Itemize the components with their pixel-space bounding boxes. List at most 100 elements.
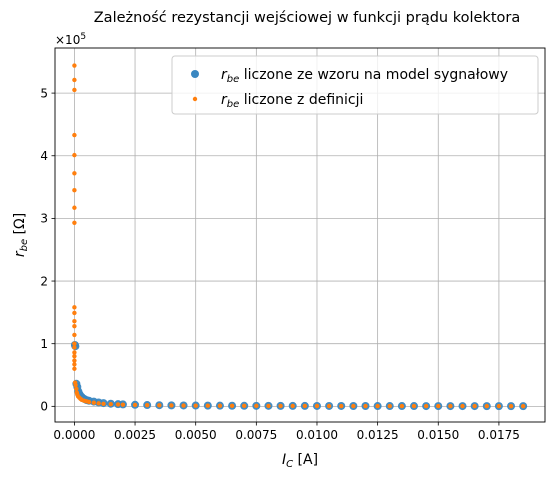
data-point-definition bbox=[375, 403, 380, 409]
data-point-definition bbox=[169, 403, 174, 408]
x-axis-ticks: 0.0000 0.0025 0.0050 0.0075 0.0100 0.0125 0.01… bbox=[53, 422, 520, 442]
data-point-definition bbox=[72, 332, 77, 338]
data-point-definition bbox=[72, 305, 77, 310]
legend: rbe liczone ze wzoru na model sygnałowy … bbox=[171, 55, 539, 115]
data-point-definition bbox=[326, 403, 332, 409]
data-point-definition bbox=[278, 403, 283, 409]
data-point-definition bbox=[132, 402, 138, 408]
legend-label-definition-sub: be bbox=[227, 99, 240, 110]
x-tick-label: 0.0000 bbox=[53, 428, 95, 442]
legend-label-formula-text: liczone ze wzoru na model sygnałowy bbox=[239, 67, 508, 83]
data-point-definition bbox=[411, 403, 417, 409]
chart-title: Zależność rezystancji wejściowej w funkc… bbox=[94, 10, 520, 26]
y-axis-label-var: r bbox=[12, 250, 28, 257]
data-point-definition bbox=[120, 402, 126, 407]
data-point-definition bbox=[86, 399, 92, 405]
data-point-definition bbox=[72, 362, 77, 367]
data-point-definition bbox=[314, 403, 320, 409]
data-point-definition bbox=[72, 152, 77, 158]
y-offset-exponent: 5 bbox=[80, 32, 86, 42]
data-point-definition bbox=[72, 341, 77, 346]
data-point-definition bbox=[290, 403, 295, 409]
x-tick-label: 0.0025 bbox=[114, 428, 156, 442]
y-tick-label: 5 bbox=[40, 86, 48, 100]
legend-label-definition-var: r bbox=[221, 92, 228, 108]
series-group bbox=[70, 63, 528, 411]
data-point-definition bbox=[73, 382, 78, 388]
legend-marker-formula bbox=[191, 70, 199, 78]
data-point-definition bbox=[72, 132, 77, 138]
data-point-definition bbox=[205, 403, 211, 408]
data-point-definition bbox=[254, 403, 259, 409]
data-point-definition bbox=[72, 87, 77, 93]
y-tick-label: 2 bbox=[40, 274, 48, 288]
data-point-definition bbox=[72, 366, 77, 371]
x-axis-label-var: I bbox=[282, 452, 286, 468]
x-axis-label-unit: [A] bbox=[293, 452, 318, 468]
data-point-definition bbox=[72, 318, 77, 324]
data-point-definition bbox=[72, 350, 77, 355]
y-offset-base: ×10 bbox=[55, 33, 80, 47]
y-tick-label: 0 bbox=[40, 400, 48, 414]
y-axis-label: rbe [Ω] bbox=[12, 213, 30, 257]
y-axis-ticks: 0 1 2 3 4 5 bbox=[40, 86, 55, 414]
data-point-definition bbox=[108, 401, 113, 407]
data-point-definition bbox=[436, 403, 441, 409]
data-point-definition bbox=[101, 401, 106, 406]
data-point-definition bbox=[96, 401, 101, 406]
x-tick-label: 0.0150 bbox=[417, 428, 459, 442]
data-point-definition bbox=[181, 403, 186, 408]
legend-marker-definition bbox=[192, 96, 198, 102]
data-point-definition bbox=[72, 77, 77, 83]
data-point-definition bbox=[72, 358, 77, 363]
data-point-definition bbox=[363, 403, 368, 409]
data-point-definition bbox=[508, 403, 514, 409]
y-axis-label-sub: be bbox=[19, 239, 30, 252]
data-point-definition bbox=[91, 400, 97, 405]
y-tick-label: 3 bbox=[40, 212, 48, 226]
data-point-definition bbox=[115, 402, 121, 407]
x-tick-label: 0.0175 bbox=[478, 428, 520, 442]
data-point-definition bbox=[72, 323, 77, 329]
legend-label-formula-sub: be bbox=[227, 74, 240, 85]
data-point-definition bbox=[448, 403, 453, 409]
data-point-definition bbox=[72, 354, 77, 359]
data-point-definition bbox=[339, 403, 344, 409]
data-point-definition bbox=[387, 403, 392, 409]
x-tick-label: 0.0100 bbox=[296, 428, 338, 442]
data-point-definition bbox=[520, 403, 526, 409]
y-offset-text: ×105 bbox=[55, 32, 86, 47]
data-point-definition bbox=[72, 188, 77, 193]
x-axis-label: IC [A] bbox=[282, 452, 318, 470]
data-point-definition bbox=[472, 403, 477, 409]
data-point-definition bbox=[242, 403, 247, 409]
data-point-definition bbox=[217, 403, 223, 408]
data-point-definition bbox=[72, 345, 77, 350]
y-tick-label: 4 bbox=[40, 149, 48, 163]
legend-label-definition-text: liczone z definicji bbox=[239, 92, 363, 108]
data-point-definition bbox=[72, 63, 77, 68]
data-point-definition bbox=[72, 205, 77, 210]
data-point-definition bbox=[351, 403, 356, 409]
plot-frame bbox=[54, 47, 546, 423]
data-point-definition bbox=[72, 171, 77, 176]
data-point-definition bbox=[496, 403, 502, 409]
data-point-definition bbox=[229, 403, 235, 408]
x-tick-label: 0.0075 bbox=[235, 428, 277, 442]
data-point-definition bbox=[484, 403, 489, 409]
legend-label-definition: rbe liczone z definicji bbox=[221, 92, 363, 110]
data-point-definition bbox=[266, 403, 271, 409]
data-point-definition bbox=[74, 386, 79, 391]
data-point-definition bbox=[302, 403, 308, 409]
data-point-definition bbox=[72, 310, 77, 316]
x-tick-label: 0.0125 bbox=[357, 428, 399, 442]
series-definition bbox=[72, 63, 526, 409]
data-point-definition bbox=[399, 403, 405, 409]
data-point-definition bbox=[157, 403, 162, 408]
data-point-definition bbox=[193, 403, 198, 408]
x-axis-label-sub: C bbox=[286, 459, 293, 470]
data-point-definition bbox=[460, 403, 465, 409]
y-tick-label: 1 bbox=[40, 337, 48, 351]
x-tick-label: 0.0050 bbox=[175, 428, 217, 442]
data-point-definition bbox=[72, 220, 77, 225]
